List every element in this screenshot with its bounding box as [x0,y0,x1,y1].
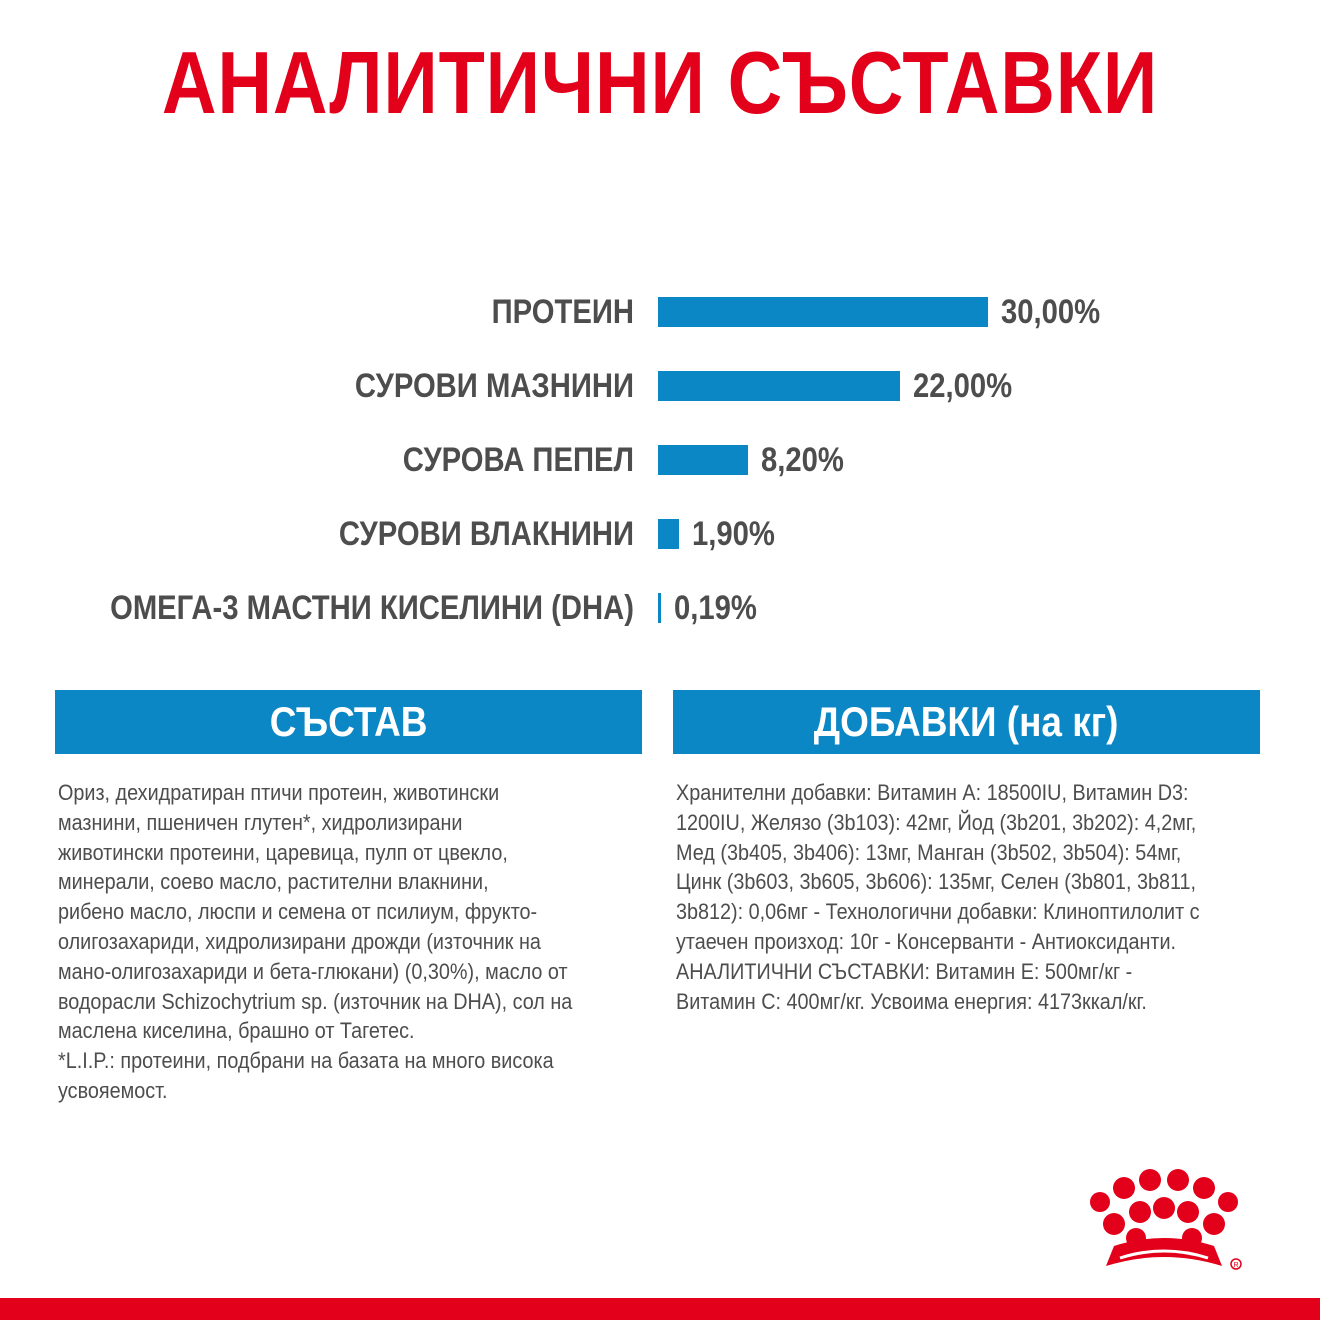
composition-heading: СЪСТАВ [269,698,428,745]
composition-text: Ориз, дехидратиран птичи протеин, животи… [58,780,573,1103]
nutrient-bar-chart: ПРОТЕИН 30,00% СУРОВИ МАЗНИНИ 22,00% СУРОВА … [0,280,1320,660]
composition-header: СЪСТАВ [55,690,642,754]
bar [658,297,988,327]
bar-value-label: 1,90% [691,515,775,553]
bar-label: ПРОТЕИН [491,293,634,331]
bar-label: ОМЕГА-3 МАСТНИ КИСЕЛИНИ (DHA) [110,589,635,627]
additives-heading: ДОБАВКИ (на кг) [814,698,1119,745]
bar-label: СУРОВИ ВЛАКНИНИ [338,515,634,553]
bar-label: СУРОВА ПЕПЕЛ [402,441,634,479]
svg-text:R: R [1233,1262,1238,1269]
bar-value-label: 22,00% [913,367,1013,405]
bar-value-label: 8,20% [761,441,845,479]
bar [658,593,661,623]
bar-value-label: 0,19% [674,589,757,627]
bar-value-label: 30,00% [1001,293,1101,331]
bar-label: СУРОВИ МАЗНИНИ [354,367,634,405]
royal-canin-crown-logo: R [1090,1169,1242,1270]
additives-header: ДОБАВКИ (на кг) [673,690,1260,754]
bottom-brand-strip [0,1298,1320,1320]
bar [658,445,749,475]
additives-text: Хранителни добавки: Витамин А: 18500IU, … [676,780,1200,1014]
bar [658,371,900,401]
bar [658,519,679,549]
page-title: АНАЛИТИЧНИ СЪСТАВКИ [161,33,1159,132]
